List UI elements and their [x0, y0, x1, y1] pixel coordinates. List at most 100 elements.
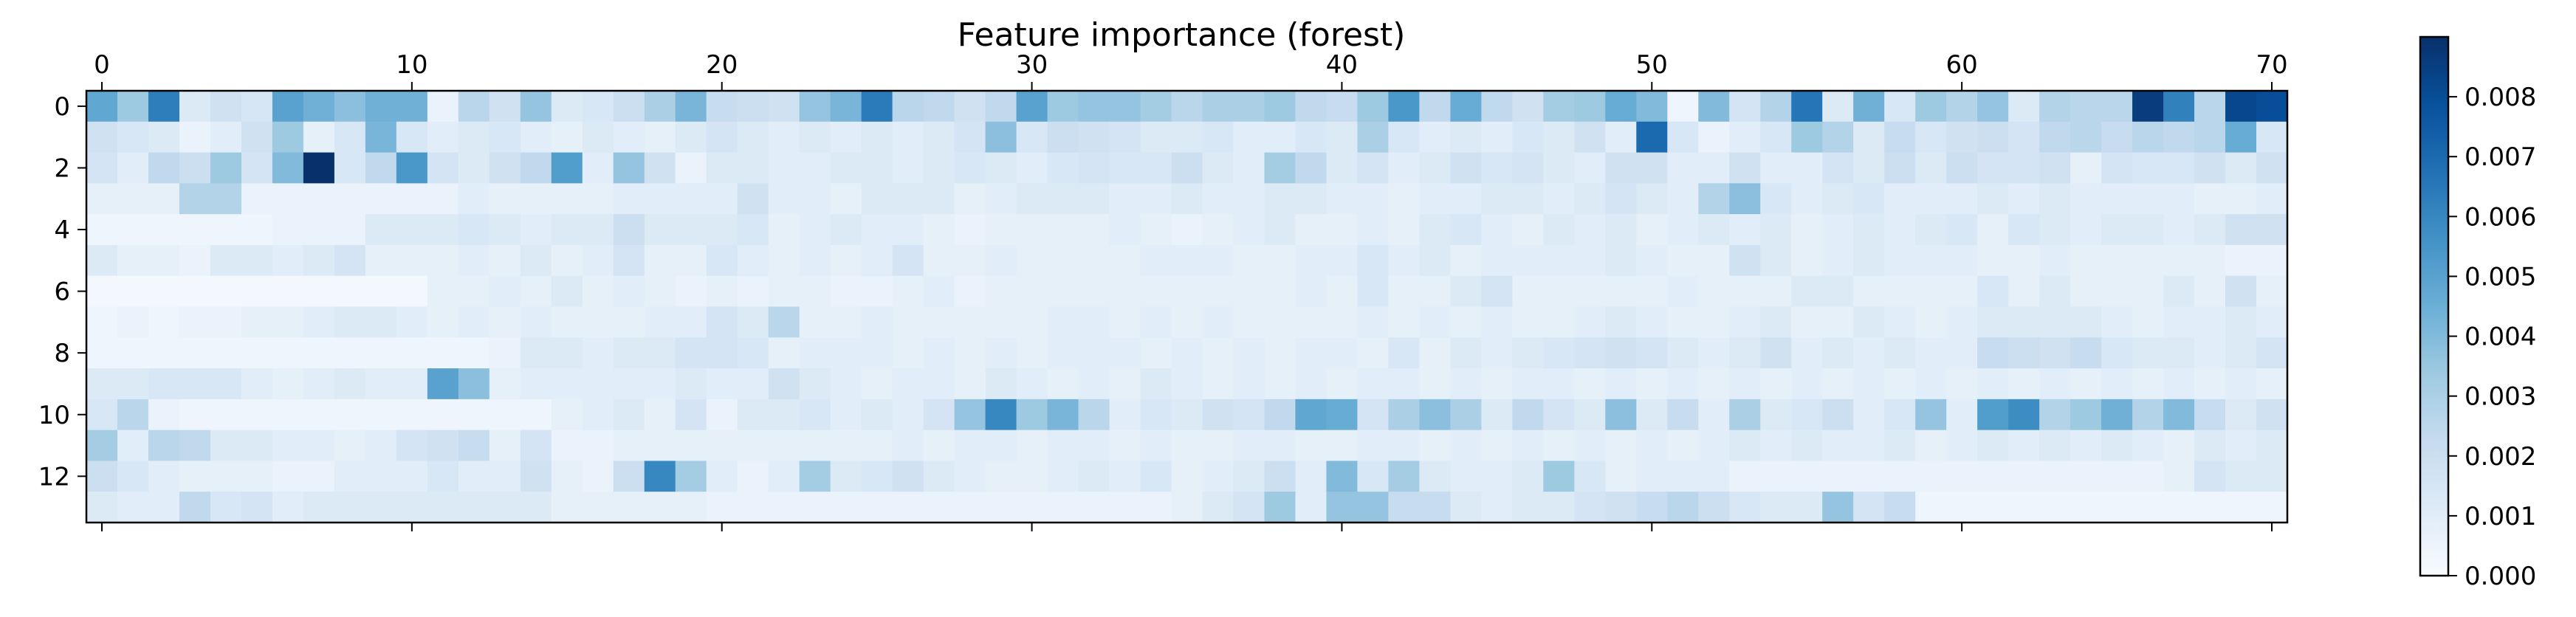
heatmap-cell: [334, 275, 366, 308]
heatmap-cell: [1822, 337, 1854, 369]
heatmap-cell: [644, 492, 676, 523]
heatmap-cell: [272, 91, 304, 123]
heatmap-cell: [1016, 399, 1048, 431]
heatmap-cell: [1140, 275, 1172, 308]
heatmap-cell: [1264, 183, 1296, 215]
heatmap-cell: [2101, 244, 2133, 277]
heatmap-cell: [1543, 368, 1575, 400]
heatmap-cell: [1357, 91, 1390, 123]
heatmap-cell: [179, 121, 211, 154]
heatmap-cell: [241, 368, 273, 400]
heatmap-cell: [1047, 244, 1079, 277]
heatmap-cell: [768, 492, 800, 523]
heatmap-cell: [1915, 275, 1947, 308]
heatmap-cell: [1233, 399, 1265, 431]
heatmap-cell: [1047, 306, 1079, 338]
heatmap-cell: [1419, 121, 1451, 154]
heatmap-cell: [2225, 368, 2257, 400]
heatmap-cell: [2256, 368, 2288, 400]
heatmap-cell: [520, 399, 552, 431]
heatmap-cell: [954, 399, 986, 431]
heatmap-cell: [396, 337, 428, 369]
heatmap-cell: [613, 121, 645, 154]
heatmap-cell: [1605, 244, 1637, 277]
heatmap-cell: [1791, 183, 1823, 215]
heatmap-cell: [1884, 399, 1916, 431]
heatmap-cell: [1977, 214, 2009, 246]
heatmap-cell: [1946, 399, 1978, 431]
heatmap-cell: [179, 306, 211, 338]
heatmap-cell: [1543, 91, 1575, 123]
heatmap-cell: [1884, 492, 1916, 523]
heatmap-cell: [1295, 183, 1328, 215]
heatmap-cell: [1884, 368, 1916, 400]
heatmap-cell: [861, 399, 893, 431]
heatmap-cell: [1512, 121, 1544, 154]
heatmap-cell: [1853, 152, 1885, 184]
heatmap-cell: [2039, 275, 2071, 308]
heatmap-cell: [1140, 461, 1172, 492]
heatmap-cell: [179, 492, 211, 523]
heatmap-cell: [1946, 306, 1978, 338]
heatmap-cell: [1326, 214, 1359, 246]
heatmap-cell: [1295, 121, 1328, 154]
heatmap-cell: [1481, 214, 1513, 246]
heatmap-cell: [1884, 275, 1916, 308]
heatmap-cell: [1109, 121, 1141, 154]
heatmap-cell: [520, 492, 552, 523]
heatmap-cell: [675, 368, 707, 400]
heatmap-cell: [1791, 275, 1823, 308]
heatmap-cell: [1016, 214, 1048, 246]
heatmap-cell: [1822, 306, 1854, 338]
heatmap-cell: [396, 244, 428, 277]
heatmap-cell: [1884, 183, 1916, 215]
heatmap-cell: [985, 399, 1017, 431]
heatmap-cell: [1481, 275, 1513, 308]
heatmap-cell: [861, 214, 893, 246]
heatmap-cell: [520, 461, 552, 492]
heatmap-cell: [272, 461, 304, 492]
heatmap-cell: [2163, 399, 2195, 431]
heatmap-cell: [1605, 121, 1637, 154]
heatmap-cell: [1636, 337, 1668, 369]
heatmap-cell: [2101, 399, 2133, 431]
heatmap-cell: [768, 152, 800, 184]
heatmap-cell: [2132, 306, 2164, 338]
heatmap-cell: [1078, 244, 1110, 277]
heatmap-cell: [1977, 368, 2009, 400]
heatmap-cell: [489, 121, 521, 154]
heatmap-cell: [1295, 306, 1328, 338]
heatmap-cell: [334, 183, 366, 215]
heatmap-cell: [520, 275, 552, 308]
heatmap-cell: [1636, 399, 1668, 431]
heatmap-cell: [1109, 214, 1141, 246]
heatmap-cell: [427, 461, 459, 492]
heatmap-cell: [365, 91, 397, 123]
heatmap-cell: [1574, 368, 1606, 400]
heatmap-cell: [86, 183, 118, 215]
heatmap-cell: [1326, 492, 1359, 523]
heatmap-cell: [1574, 121, 1606, 154]
heatmap-cell: [210, 121, 242, 154]
heatmap-cell: [923, 399, 955, 431]
heatmap-cell: [1016, 492, 1048, 523]
heatmap-cell: [1667, 121, 1699, 154]
heatmap-cell: [241, 121, 273, 154]
heatmap-cell: [1109, 152, 1141, 184]
heatmap-cell: [985, 492, 1017, 523]
heatmap-cell: [1171, 399, 1203, 431]
x-tick-label: 40: [1326, 50, 1358, 80]
heatmap-cell: [1884, 214, 1916, 246]
heatmap-cell: [2039, 461, 2071, 492]
heatmap-cell: [1109, 337, 1141, 369]
heatmap-cell: [1450, 337, 1482, 369]
heatmap-cell: [1791, 492, 1823, 523]
heatmap-cell: [675, 183, 707, 215]
heatmap-cell: [1326, 183, 1359, 215]
heatmap-cell: [1946, 461, 1978, 492]
heatmap-cell: [551, 91, 583, 123]
heatmap-cell: [396, 152, 428, 184]
heatmap-cell: [458, 183, 490, 215]
heatmap-cell: [2101, 275, 2133, 308]
heatmap-cell: [1636, 368, 1668, 400]
